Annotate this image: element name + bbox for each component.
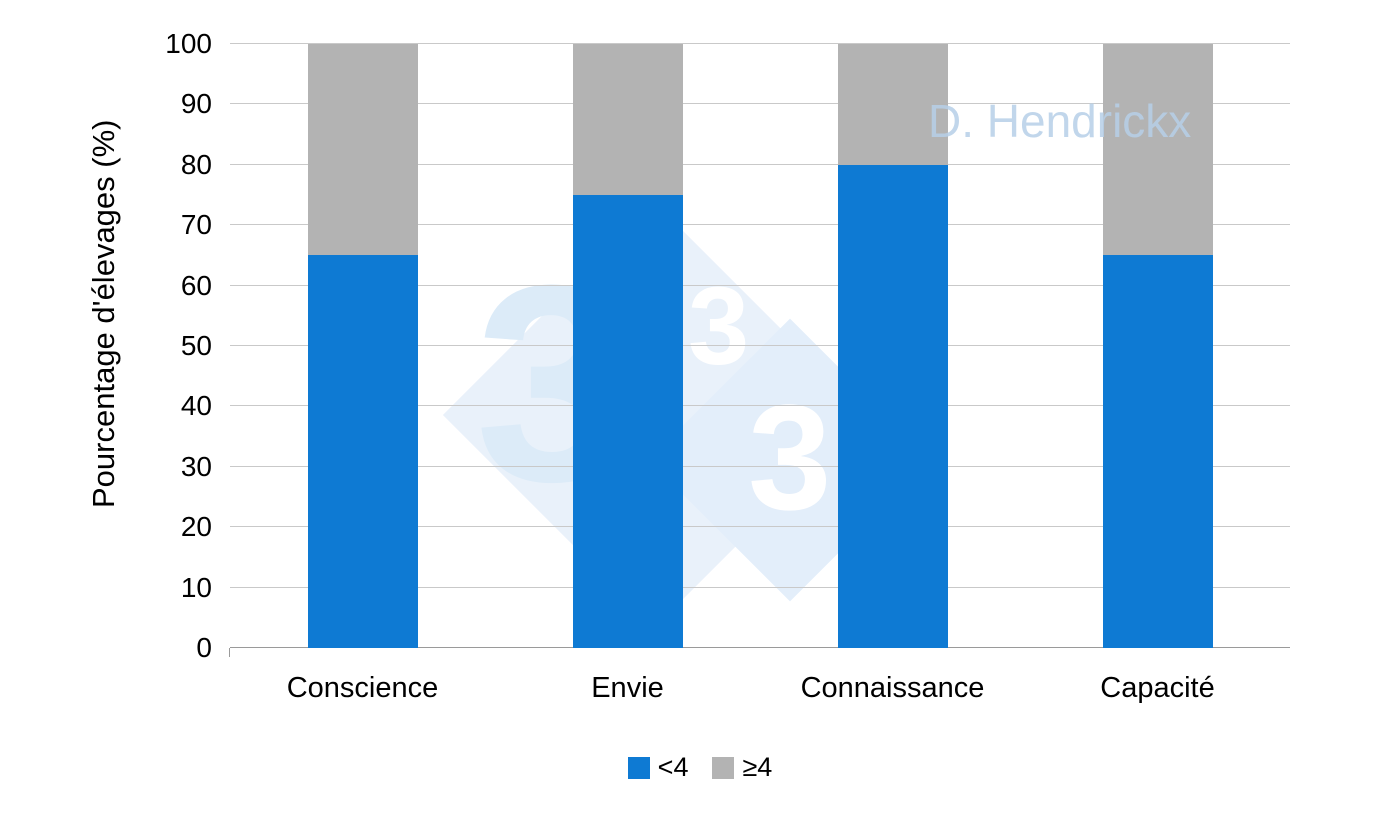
stacked-bar [837, 44, 948, 648]
legend-swatch [627, 756, 650, 779]
bar-segment [307, 255, 418, 648]
bar-segment [307, 44, 418, 256]
category-label: Capacité [1100, 672, 1215, 704]
category-label: Envie [591, 672, 664, 704]
y-axis-tick-label: 90 [180, 88, 212, 120]
y-axis-tick-label: 80 [180, 148, 212, 180]
stacked-bar [572, 44, 683, 648]
y-axis-tick-label: 20 [180, 511, 212, 543]
y-axis-tick-label: 60 [180, 269, 212, 301]
category-label: Connaissance [800, 672, 985, 704]
y-axis-tick-label: 40 [180, 390, 212, 422]
y-axis-tick-label: 50 [180, 330, 212, 361]
bar-segment [837, 44, 948, 165]
bar-segment [1102, 44, 1213, 256]
bar-segment [837, 164, 948, 648]
y-axis-tick-label: 100 [165, 28, 212, 59]
legend: <4 ≥4 [0, 752, 1400, 783]
bar-column [230, 44, 495, 648]
y-axis-tick-label: 0 [196, 632, 212, 663]
y-axis-tick-label: 70 [180, 209, 212, 241]
legend-label: ≥4 [742, 752, 773, 782]
legend-swatch [712, 756, 735, 779]
bars-row [230, 44, 1290, 648]
gridline [230, 647, 1290, 648]
bar-column [495, 44, 760, 648]
bar-segment [1102, 255, 1213, 648]
stacked-bar [1102, 44, 1213, 648]
stacked-bar [307, 44, 418, 648]
gridline [230, 103, 1290, 105]
legend-item: <4 [627, 752, 689, 783]
y-axis-tick-label: 30 [180, 450, 212, 482]
gridline [230, 163, 1290, 165]
bar-segment [572, 195, 683, 648]
category-label: Conscience [286, 672, 439, 704]
bar-column [760, 44, 1025, 648]
legend-item: ≥4 [712, 752, 772, 783]
y-axis-title: Pourcentage d'élevages (%) [86, 119, 121, 509]
bar-column [1025, 44, 1290, 648]
plot-area: 3 3 3 0 10 20 30 40 50 60 70 80 90 100 [165, 28, 1290, 663]
x-axis-labels: Conscience Envie Connaissance Capacité [230, 672, 1290, 705]
legend-label: <4 [657, 752, 689, 782]
bar-segment [572, 44, 683, 195]
origin-tick [229, 648, 230, 657]
y-axis-tick-label: 10 [180, 571, 212, 603]
gridline [230, 43, 1290, 44]
